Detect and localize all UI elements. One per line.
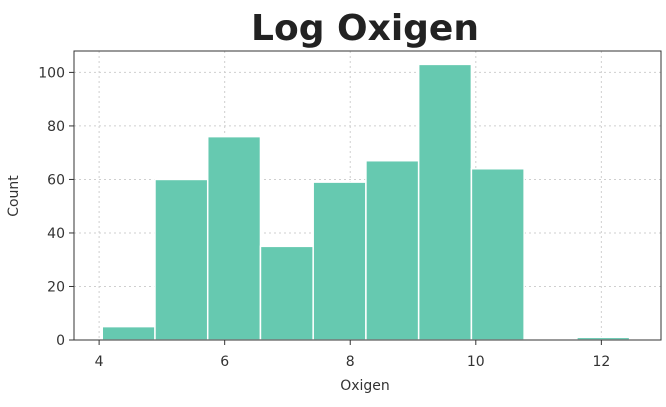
plot-frame — [73, 50, 662, 341]
tick-layer: 4 6 8 10 12 0 20 40 60 80 100 — [38, 65, 610, 370]
bar-layer — [101, 63, 631, 341]
histogram-bar — [154, 178, 209, 341]
histogram-bar — [206, 135, 262, 341]
x-tick-label: 12 — [592, 354, 610, 370]
x-tick-label: 8 — [346, 354, 355, 370]
x-tick-label: 10 — [467, 354, 485, 370]
y-tick-label: 40 — [47, 226, 65, 242]
histogram-bar — [312, 181, 367, 341]
histogram-bar — [101, 325, 156, 341]
y-tick-label: 100 — [38, 65, 65, 81]
x-tick-label: 6 — [220, 354, 229, 370]
y-tick-label: 80 — [47, 119, 65, 135]
y-tick-label: 60 — [47, 172, 65, 188]
y-tick-label: 20 — [47, 279, 65, 295]
histogram-bar — [470, 167, 525, 341]
y-tick-label: 0 — [56, 333, 65, 349]
histogram-bar — [417, 63, 473, 341]
histogram-bar — [259, 245, 314, 341]
chart-title: Log Oxigen — [251, 8, 479, 49]
y-axis-label: Count — [6, 175, 22, 217]
x-axis-label: Oxigen — [340, 378, 390, 394]
histogram-bar — [365, 159, 420, 341]
x-tick-label: 4 — [95, 354, 104, 370]
